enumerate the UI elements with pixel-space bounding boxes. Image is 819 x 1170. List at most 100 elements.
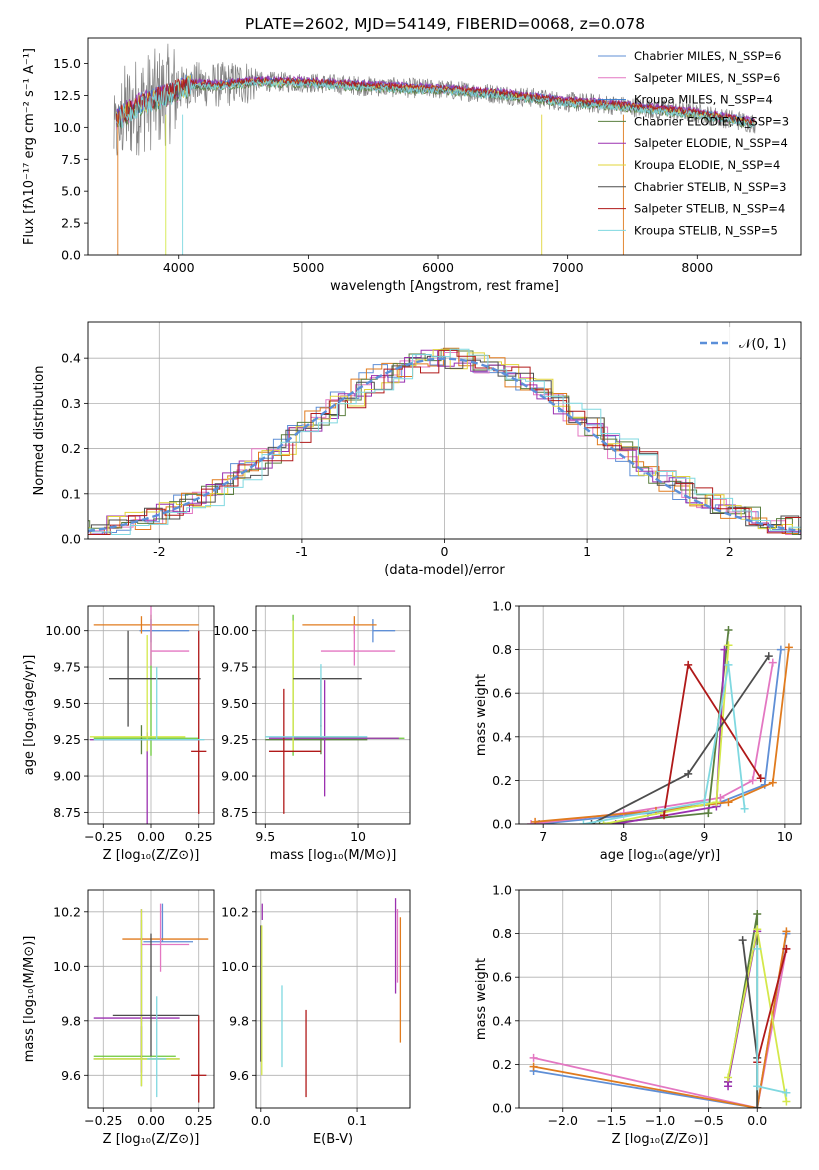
error-bar-point bbox=[372, 619, 396, 643]
y-tick-label: 10.0 bbox=[221, 959, 249, 974]
marker bbox=[740, 804, 749, 813]
marker bbox=[660, 811, 669, 820]
marker bbox=[529, 1062, 538, 1071]
y-tick-label: 9.50 bbox=[53, 696, 81, 711]
residual-histogram bbox=[88, 355, 801, 535]
y-tick-label: 10.2 bbox=[221, 904, 249, 919]
plot-area bbox=[265, 614, 405, 814]
plot-area bbox=[88, 347, 801, 535]
y-tick-label: 10.00 bbox=[213, 623, 249, 638]
legend-label: Kroupa STELIB, N_SSP=5 bbox=[634, 223, 778, 237]
y-tick-label: 0.6 bbox=[492, 970, 512, 985]
age-vs-Z-chart: −0.25 0.00 0.25 8.75 9.00 9.25 9.50 9.75 10.00 Z … bbox=[22, 605, 215, 863]
plot-area bbox=[527, 625, 793, 824]
marker bbox=[756, 774, 765, 783]
x-tick-label: −0.25 bbox=[84, 829, 122, 844]
y-tick-label: 1.0 bbox=[492, 883, 512, 898]
figure-title: PLATE=2602, MJD=54149, FIBERID=0068, z=0… bbox=[245, 15, 645, 33]
error-bar-point bbox=[89, 635, 186, 752]
mass-weight-series bbox=[579, 660, 749, 824]
y-tick-label: 10.0 bbox=[53, 959, 81, 974]
axes-frame bbox=[87, 889, 215, 1109]
x-tick-label: 1 bbox=[583, 544, 591, 559]
y-tick-label: 0.1 bbox=[61, 486, 81, 501]
marker bbox=[712, 798, 721, 807]
mass-weight-series bbox=[724, 925, 791, 1106]
y-tick-label: 0.6 bbox=[492, 686, 512, 701]
legend-label: 𝒩(0, 1) bbox=[739, 337, 786, 352]
error-bar-point bbox=[320, 624, 396, 666]
residual-histogram bbox=[88, 347, 801, 535]
x-axis-label: Z [log₁₀(Z/Z⊙)] bbox=[103, 1132, 200, 1147]
normal-reference-curve bbox=[88, 357, 801, 533]
marker bbox=[716, 793, 725, 802]
x-tick-label: 7 bbox=[539, 829, 547, 844]
error-bar-point bbox=[191, 1015, 207, 1103]
plot-area bbox=[260, 898, 402, 1098]
model-spectrum-line bbox=[116, 76, 755, 127]
marker bbox=[753, 925, 762, 934]
mass-vs-Z-chart: −0.25 0.00 0.25 9.6 9.8 10.0 10.2 Z [log₁₀(Z/Z⊙… bbox=[22, 889, 215, 1147]
legend bbox=[690, 327, 796, 357]
residual-histogram bbox=[88, 349, 801, 535]
marker bbox=[724, 660, 733, 669]
error-bar-point bbox=[150, 606, 190, 666]
marker bbox=[768, 778, 777, 787]
spectrum-chart: 4000 5000 6000 7000 8000 0.0 2.5 5.0 7.5 10.0 12.5… bbox=[22, 37, 802, 294]
x-tick-label: −0.5 bbox=[693, 1113, 723, 1128]
marker bbox=[724, 625, 733, 634]
mass-vs-EBV-chart: 0.0 0.1 9.6 9.8 10.0 10.2 E(B-V) bbox=[221, 889, 411, 1147]
residual-histogram bbox=[88, 349, 801, 535]
y-tick-label: 8.75 bbox=[53, 805, 81, 820]
marker bbox=[782, 944, 791, 953]
y-tick-label: 9.00 bbox=[53, 769, 81, 784]
y-tick-label: 9.6 bbox=[61, 1068, 81, 1083]
y-tick-label: 9.25 bbox=[53, 732, 81, 747]
y-tick-label: 8.75 bbox=[221, 805, 249, 820]
marker bbox=[704, 809, 713, 818]
x-axis-label: age [log₁₀(age/yr)] bbox=[600, 848, 721, 863]
axes-frame bbox=[255, 605, 411, 825]
error-bar-point bbox=[109, 630, 201, 727]
y-tick-label: 0.8 bbox=[492, 926, 512, 941]
marker bbox=[599, 820, 608, 824]
marker bbox=[527, 820, 536, 824]
mass-weight-vs-Z-chart: −2.0 −1.5 −1.0 −0.5 0.0 0.0 0.2 0.4 0.6 0.8 1.0 Z [… bbox=[474, 883, 802, 1147]
y-tick-label: 0.4 bbox=[492, 729, 512, 744]
error-bar-point bbox=[268, 680, 399, 797]
marker bbox=[748, 776, 757, 785]
y-tick-label: 9.00 bbox=[221, 769, 249, 784]
y-tick-label: 9.50 bbox=[221, 696, 249, 711]
y-tick-label: 7.5 bbox=[61, 152, 81, 167]
x-tick-label: 6000 bbox=[422, 260, 454, 275]
legend: Chabrier MILES, N_SSP=6 Salpeter MILES, N… bbox=[598, 49, 789, 237]
x-tick-label: −2.0 bbox=[548, 1113, 578, 1128]
axes-frame bbox=[87, 37, 802, 256]
marker bbox=[776, 645, 785, 654]
marker bbox=[782, 1097, 791, 1106]
x-tick-label: -2 bbox=[153, 544, 165, 559]
marker bbox=[753, 1082, 762, 1091]
axes-frame bbox=[255, 889, 411, 1109]
plot-area bbox=[89, 606, 207, 824]
error-bar-point bbox=[265, 664, 368, 738]
x-tick-label: −1.0 bbox=[645, 1113, 675, 1128]
plot-area bbox=[113, 43, 756, 255]
marker bbox=[782, 1088, 791, 1097]
y-tick-label: 10.0 bbox=[53, 120, 81, 135]
y-tick-label: 5.0 bbox=[61, 184, 81, 199]
marker bbox=[684, 660, 693, 669]
x-tick-label: 0.00 bbox=[137, 1113, 165, 1128]
legend-label: Salpeter ELODIE, N_SSP=4 bbox=[634, 136, 788, 150]
legend-entry: Chabrier ELODIE, N_SSP=3 bbox=[598, 114, 789, 128]
residual-histogram bbox=[88, 348, 801, 535]
x-tick-label: 0.0 bbox=[251, 1113, 271, 1128]
mass-weight-series bbox=[587, 652, 773, 824]
y-axis-label: mass weight bbox=[474, 958, 489, 1040]
y-tick-label: 2.5 bbox=[61, 216, 81, 231]
legend-entry: Salpeter STELIB, N_SSP=4 bbox=[598, 202, 785, 216]
plot-area bbox=[529, 909, 791, 1108]
y-tick-label: 0.8 bbox=[492, 642, 512, 657]
marker bbox=[753, 909, 762, 918]
